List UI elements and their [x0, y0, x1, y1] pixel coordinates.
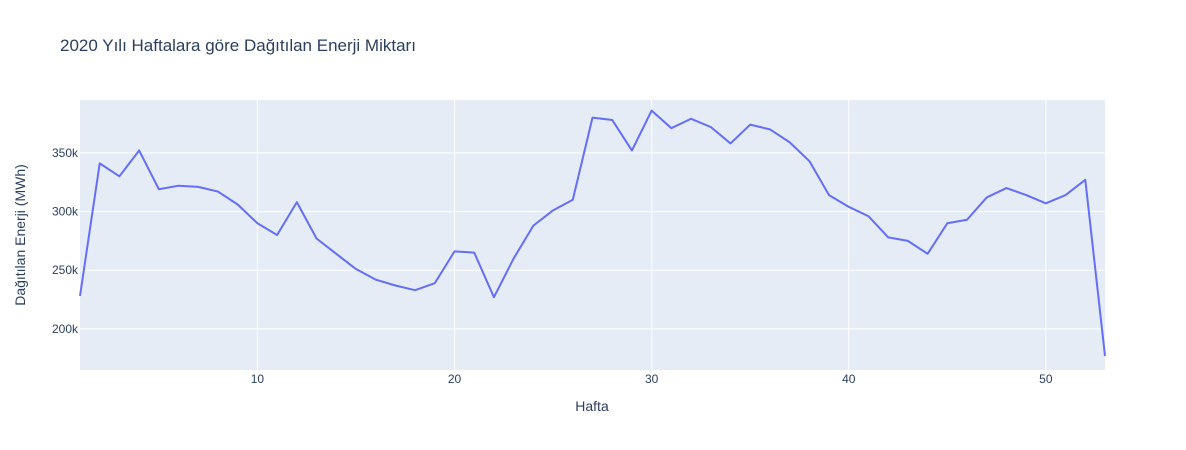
x-tick-label: 50	[1039, 372, 1053, 386]
y-axis-title: Dağıtılan Enerji (MWh)	[12, 164, 28, 306]
y-tick-label: 250k	[52, 263, 79, 277]
x-tick-label: 20	[448, 372, 462, 386]
gridlines	[80, 100, 1105, 370]
tick-labels: 10 20 30 40 50 200k 250k 300k 350k	[52, 146, 1053, 386]
chart-title: 2020 Yılı Haftalara göre Dağıtılan Enerj…	[60, 36, 416, 55]
y-tick-label: 300k	[52, 205, 79, 219]
x-tick-label: 10	[251, 372, 265, 386]
x-tick-label: 40	[842, 372, 856, 386]
x-tick-label: 30	[645, 372, 659, 386]
series-line	[79, 109, 1106, 357]
x-axis-title: Hafta	[575, 398, 609, 414]
plot-area	[80, 100, 1105, 370]
y-tick-label: 350k	[52, 146, 79, 160]
series-group	[79, 109, 1106, 357]
y-tick-label: 200k	[52, 322, 79, 336]
